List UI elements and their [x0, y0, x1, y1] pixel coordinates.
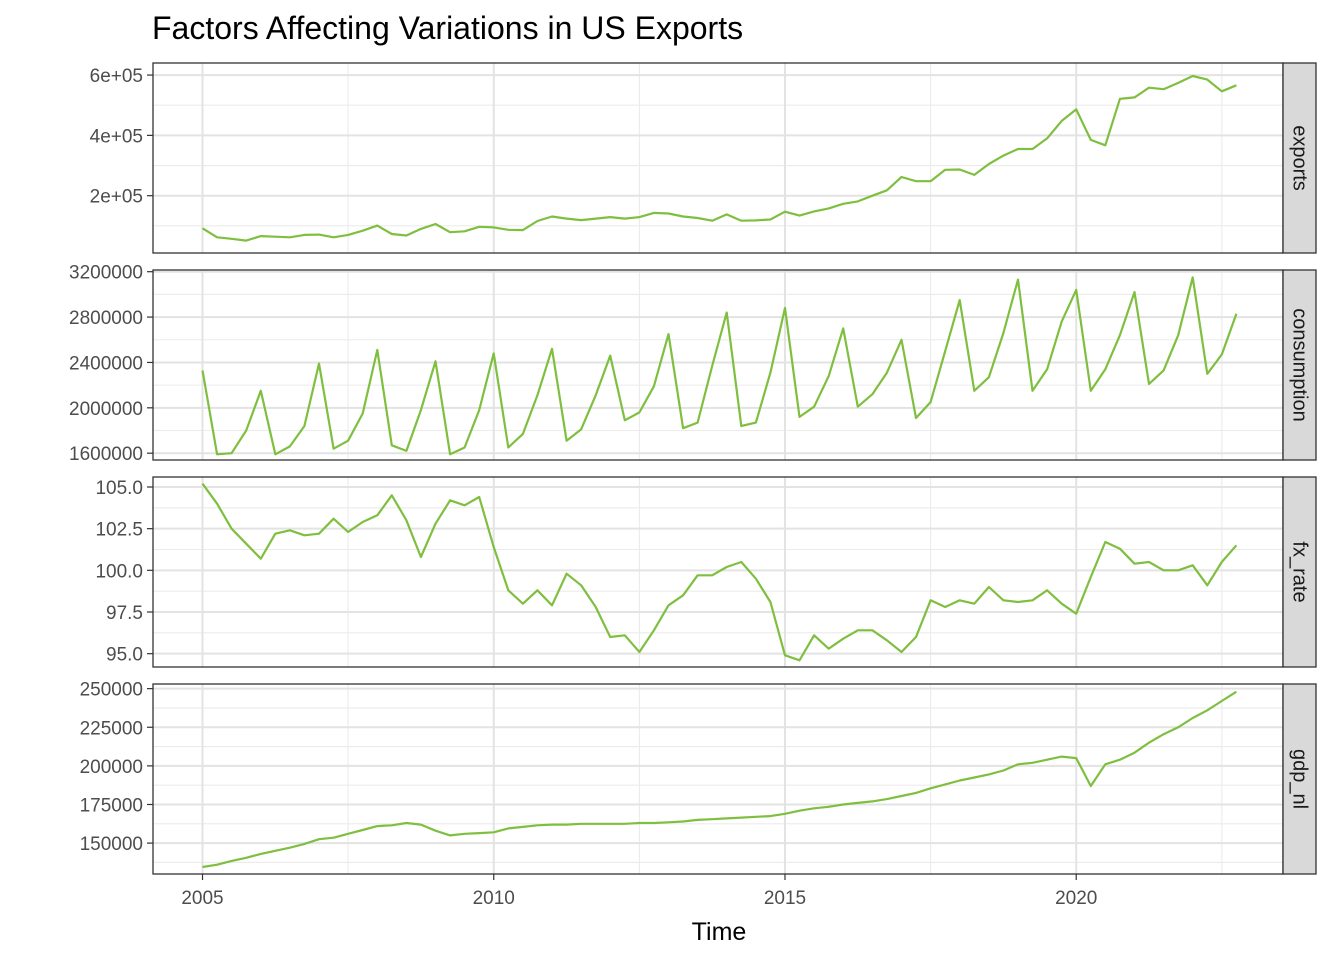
y-tick-label: 200000: [80, 757, 143, 778]
y-tick-label: 97.5: [106, 603, 143, 624]
y-tick-label: 150000: [80, 834, 143, 855]
y-tick-label: 2400000: [69, 353, 143, 374]
y-tick-label: 3200000: [69, 263, 143, 284]
x-tick-label: 2010: [473, 888, 515, 909]
facet-strip-label: consumption: [1289, 308, 1311, 421]
panel-background: [153, 684, 1283, 874]
y-tick-label: 175000: [80, 795, 143, 816]
y-tick-label: 2000000: [69, 399, 143, 420]
panel-fx-rate: 95.0 97.5 100.0 102.5 105.0 fx_rate: [95, 476, 1317, 668]
series-line-consumption: [201, 276, 1238, 456]
y-tick-label: 4e+05: [90, 126, 143, 147]
x-tick-label: 2015: [764, 888, 806, 909]
y-tick-label: 95.0: [106, 645, 143, 666]
facet-strip-label: exports: [1289, 125, 1311, 191]
y-tick-label: 1600000: [69, 444, 143, 465]
x-axis: 2005 2010 2015 2020: [181, 874, 1097, 909]
y-tick-label: 2e+05: [90, 187, 143, 208]
panel-background: [153, 63, 1283, 253]
series-line-gdp-nl: [202, 690, 1237, 869]
y-tick-label: 105.0: [95, 478, 143, 499]
x-tick-label: 2005: [181, 888, 223, 909]
chart-title: Factors Affecting Variations in US Expor…: [152, 10, 743, 46]
series-line-fx-rate: [201, 483, 1238, 662]
panel-background: [153, 270, 1283, 460]
facet-strip: [1282, 476, 1317, 668]
y-tick-label: 6e+05: [90, 66, 143, 87]
x-tick-label: 2020: [1055, 888, 1097, 909]
facet-strip: [1282, 683, 1317, 875]
y-tick-label: 2800000: [69, 308, 143, 329]
panel-consumption: 1600000 2000000 2400000 2800000 3200000 consu…: [69, 263, 1317, 465]
panel-gdp-nl: 150000 175000 200000 225000 250000 gdp_nl: [80, 680, 1317, 875]
facet-strip: [1282, 62, 1317, 254]
y-tick-label: 225000: [80, 718, 143, 739]
x-axis-title: Time: [692, 918, 747, 946]
y-tick-label: 100.0: [95, 561, 143, 582]
panel-exports: 2e+05 4e+05 6e+05 exports: [90, 62, 1317, 254]
series-line-exports: [201, 74, 1237, 242]
facet-panels: 2e+05 4e+05 6e+05 exports 1600000 2000000 2400…: [69, 62, 1317, 875]
facet-strip-label: fx_rate: [1289, 541, 1311, 602]
y-tick-label: 102.5: [95, 520, 143, 541]
facet-strip: [1282, 269, 1317, 461]
y-tick-label: 250000: [80, 680, 143, 701]
facet-strip-label: gdp_nl: [1289, 749, 1311, 809]
